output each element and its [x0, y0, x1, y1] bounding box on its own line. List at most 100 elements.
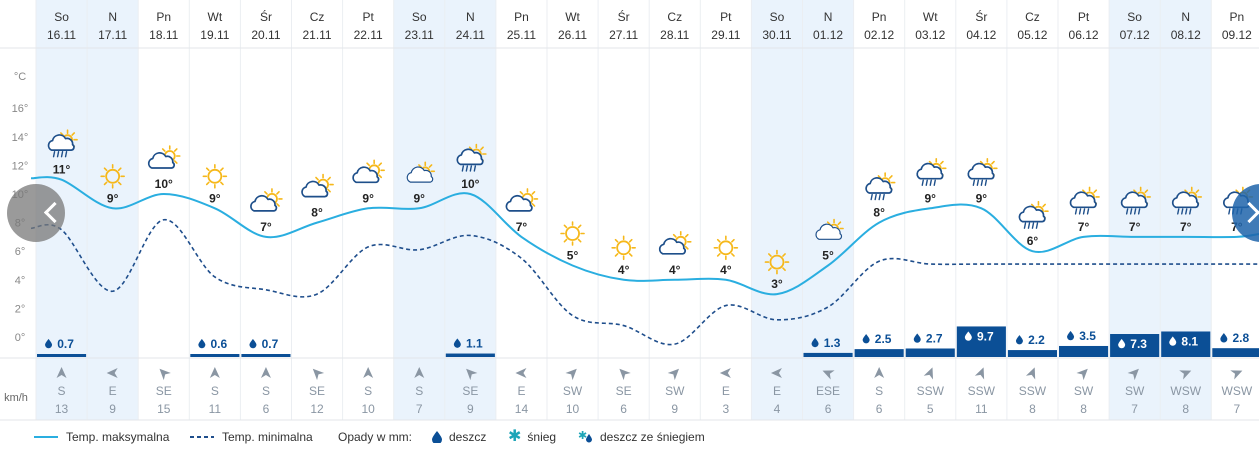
max-temp-label: 9°: [414, 191, 426, 205]
wind-direction: SW: [563, 384, 583, 398]
precip-bar: [1212, 348, 1259, 357]
wind-arrow-icon: [770, 368, 782, 378]
raindrop-icon: [913, 333, 921, 343]
wind-arrow-icon: [923, 367, 934, 380]
precip-bar: [1059, 345, 1109, 357]
wind-arrow-icon: [1230, 370, 1243, 380]
precip-value-label: 2.2: [1028, 333, 1045, 347]
legend-snow: ✱ śnieg: [508, 429, 557, 445]
day-name: Pn: [156, 10, 171, 24]
chevron-left-icon: [43, 201, 66, 224]
partly-sunny-rain-icon: [1120, 186, 1151, 215]
max-temp-label: 9°: [362, 191, 374, 205]
max-temp-label: 4°: [669, 263, 681, 277]
wind-direction: SE: [156, 384, 172, 398]
legend-max-temp: Temp. maksymalna: [34, 430, 169, 444]
sun-icon: [100, 164, 125, 189]
wind-direction: ESE: [816, 384, 840, 398]
wind-speed: 11: [209, 402, 222, 416]
precip-value-label: 1.1: [466, 337, 483, 351]
wind-direction: SW: [1074, 384, 1094, 398]
day-name: Pn: [1230, 10, 1245, 24]
precip-bar: [1110, 334, 1160, 357]
y-tick-label: 4°: [15, 275, 26, 287]
sun-icon: [202, 164, 228, 189]
wind-direction: WSW: [1170, 384, 1201, 398]
partly-sunny-rain-icon: [1018, 200, 1049, 229]
max-temp-label: 11°: [53, 163, 71, 177]
max-temp-label: 7°: [1129, 220, 1141, 234]
day-name: N: [824, 10, 833, 24]
sleet-icon: ✱: [578, 430, 592, 443]
wind-direction: SE: [462, 384, 478, 398]
svg-text:✱: ✱: [578, 430, 587, 442]
wind-arrow-icon: [719, 368, 731, 378]
wind-direction: SE: [616, 384, 632, 398]
precip-bar: [241, 354, 291, 357]
wind-speed: 7: [416, 402, 423, 416]
wind-direction: S: [415, 384, 423, 398]
precip-value-label: 2.7: [926, 331, 943, 345]
legend-snow-label: śnieg: [527, 430, 557, 444]
precip-value-label: 9.7: [977, 329, 994, 343]
max-temp-label: 8°: [311, 206, 323, 220]
raindrop-icon: [453, 338, 461, 348]
max-temp-label: 3°: [771, 277, 783, 291]
precip-bar: [1161, 331, 1211, 357]
weekend-column: [751, 0, 803, 420]
day-name: Śr: [618, 9, 630, 24]
wind-arrow-icon: [667, 368, 679, 381]
day-name: So: [1127, 10, 1142, 24]
max-temp-label: 7°: [1078, 220, 1090, 234]
day-name: So: [54, 10, 69, 24]
wind-speed: 9: [467, 402, 474, 416]
weekend-column: [444, 0, 496, 420]
wind-direction: S: [364, 384, 372, 398]
day-date: 22.11: [354, 28, 383, 42]
max-temp-label: 7°: [1180, 220, 1192, 234]
wind-arrow-icon: [159, 368, 171, 381]
wind-speed: 9: [109, 402, 116, 416]
raindrop-icon: [1118, 339, 1126, 349]
day-name: Wt: [923, 10, 938, 24]
partly-cloudy-light-icon: [815, 218, 844, 240]
max-temp-label: 4°: [720, 263, 732, 277]
wind-speed: 10: [361, 402, 375, 416]
wind-speed: 9: [671, 402, 678, 416]
raindrop-icon: [249, 339, 257, 349]
day-name: Wt: [208, 10, 223, 24]
wind-arrow-icon: [874, 367, 885, 378]
solid-line-icon: [34, 436, 58, 438]
day-name: Pn: [872, 10, 887, 24]
partly-sunny-rain-icon: [1171, 186, 1203, 215]
series-line-min-temp: [30, 218, 1259, 346]
wind-speed: 15: [157, 402, 171, 416]
raindrop-icon: [811, 337, 819, 348]
sun-icon: [611, 235, 636, 261]
legend-min-label: Temp. minimalna: [222, 430, 313, 444]
wind-speed: 3: [723, 402, 730, 416]
wind-direction: SE: [309, 384, 325, 398]
wind-direction: E: [773, 384, 781, 398]
partly-cloudy-icon: [147, 145, 181, 169]
wind-arrow-icon: [565, 368, 577, 381]
chart-legend: Temp. maksymalna Temp. minimalna Opady w…: [0, 423, 1259, 453]
precip-value-label: 2.8: [1233, 331, 1250, 345]
wind-speed: 8: [1080, 402, 1087, 416]
day-date: 29.11: [711, 28, 740, 42]
wind-arrow-icon: [619, 368, 631, 381]
y-tick-label: 12°: [12, 160, 29, 172]
sun-icon: [560, 221, 585, 246]
wind-direction: S: [875, 384, 883, 398]
legend-rain-label: deszcz: [449, 430, 487, 444]
legend-precip-title: Opady w mm:: [338, 430, 412, 444]
precip-bar: [905, 348, 955, 357]
wind-speed: 6: [263, 402, 270, 416]
scroll-left-button[interactable]: [7, 184, 66, 242]
partly-sunny-rain-icon: [967, 158, 998, 187]
raindrop-icon: [45, 339, 53, 349]
wind-direction: SSW: [917, 384, 945, 398]
precip-value-label: 1.3: [824, 336, 841, 350]
day-name: Pn: [514, 10, 529, 24]
